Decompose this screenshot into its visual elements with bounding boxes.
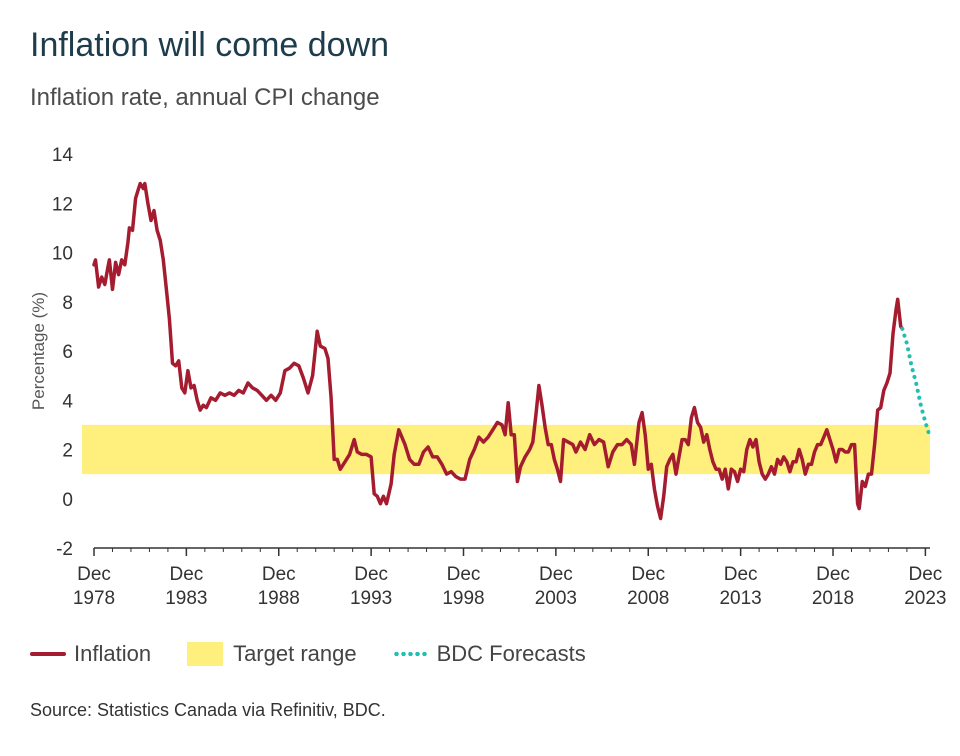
y-tick-label: 4 — [62, 391, 73, 412]
x-tick-label-year: 2013 — [719, 588, 761, 609]
inflation-chart: Dec1978Dec1983Dec1988Dec1993Dec1998Dec20… — [29, 145, 947, 609]
x-tick-label-year: 2018 — [812, 588, 854, 609]
y-tick-label: 8 — [62, 293, 73, 314]
legend-label-forecast: BDC Forecasts — [436, 641, 586, 666]
legend-swatch-inflation — [30, 652, 66, 656]
x-tick-label-year: 1983 — [165, 588, 207, 609]
x-tick-label-year: 1978 — [73, 588, 115, 609]
x-tick-label-month: Dec — [169, 564, 203, 585]
x-tick-label-year: 2008 — [627, 588, 669, 609]
source-note: Source: Statistics Canada via Refinitiv,… — [30, 700, 386, 720]
x-tick-label-year: 2003 — [535, 588, 577, 609]
chart-subtitle: Inflation rate, annual CPI change — [30, 84, 380, 111]
x-tick-label-month: Dec — [908, 564, 942, 585]
inflation-series-line — [92, 181, 905, 521]
x-tick-label-month: Dec — [724, 564, 758, 585]
x-tick-label-month: Dec — [262, 564, 296, 585]
legend-label-target: Target range — [233, 641, 357, 666]
x-tick-label-month: Dec — [77, 564, 111, 585]
y-tick-label: -2 — [56, 539, 73, 560]
y-tick-label: 10 — [52, 244, 73, 265]
y-tick-label: 14 — [52, 145, 74, 166]
legend-item-target: Target range — [187, 641, 357, 667]
x-tick-label-month: Dec — [354, 564, 388, 585]
x-tick-label-month: Dec — [631, 564, 665, 585]
x-tick-label-month: Dec — [539, 564, 573, 585]
y-axis-label: Percentage (%) — [29, 292, 48, 410]
x-tick-label-year: 1998 — [442, 588, 484, 609]
chart-title: Inflation will come down — [30, 26, 390, 64]
y-tick-label: 2 — [62, 441, 73, 462]
y-tick-label: 6 — [62, 342, 73, 363]
x-tick-label-year: 1988 — [258, 588, 300, 609]
legend-swatch-target — [187, 642, 224, 666]
y-tick-label: 0 — [62, 490, 73, 511]
forecast-series-line — [900, 326, 932, 440]
legend-item-forecast: BDC Forecasts — [392, 641, 586, 667]
legend-label-inflation: Inflation — [74, 641, 152, 666]
legend: Inflation Target range BDC Forecasts — [30, 638, 622, 670]
legend-item-inflation: Inflation — [30, 641, 151, 667]
x-tick-label-year: 2023 — [904, 588, 946, 609]
x-tick-label-month: Dec — [447, 564, 481, 585]
x-tick-label-month: Dec — [816, 564, 850, 585]
x-tick-label-year: 1993 — [350, 588, 392, 609]
y-tick-label: 12 — [52, 194, 73, 215]
legend-swatch-forecast — [392, 652, 429, 656]
